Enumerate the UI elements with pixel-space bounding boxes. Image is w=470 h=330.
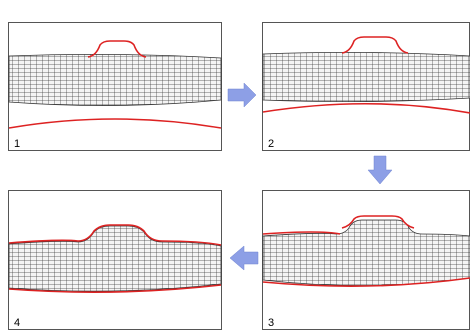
panel-3: 3: [262, 190, 470, 330]
panel-label: 2: [268, 138, 274, 150]
panel-4: 4: [8, 190, 222, 330]
mesh: [262, 52, 470, 102]
mesh: [8, 54, 222, 106]
boundary-curve: [341, 215, 415, 229]
boundary-curve: [8, 284, 222, 293]
panel-1: 1: [8, 22, 222, 151]
panel-label: 3: [268, 317, 274, 329]
arrow-right: [227, 82, 257, 108]
arrow-left: [229, 245, 259, 271]
panel-label: 1: [14, 138, 20, 150]
arrow-down: [367, 155, 393, 185]
boundary-curve: [262, 277, 470, 287]
boundary-curve: [87, 40, 147, 58]
boundary-curve: [262, 231, 341, 235]
panel-2: 2: [262, 22, 470, 151]
boundary-curve: [262, 102, 470, 114]
panel-label: 4: [14, 317, 20, 329]
boundary-curve: [8, 118, 222, 129]
boundary-curve: [8, 224, 222, 246]
boundary-curve: [341, 36, 409, 54]
